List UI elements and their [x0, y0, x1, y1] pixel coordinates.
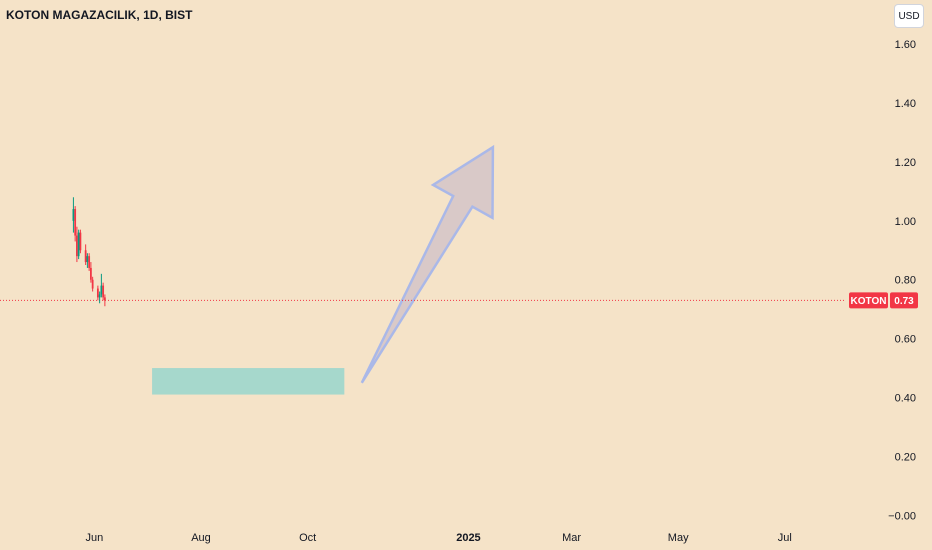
target-arrow[interactable]: [360, 144, 495, 384]
price-tag-value-bg: [890, 292, 918, 309]
candle-body: [76, 235, 78, 257]
y-tick-label: 1.60: [895, 39, 916, 51]
x-tick-label: 2025: [456, 532, 480, 544]
candle-body: [102, 285, 105, 298]
y-tick-label: 1.40: [895, 98, 916, 110]
y-tick-label: 0.80: [895, 275, 916, 287]
candle-body: [86, 256, 89, 263]
chart-title: KOTON MAGAZACILIK, 1D, BIST: [6, 8, 193, 22]
candle-body: [74, 209, 77, 236]
candle-body: [98, 294, 101, 298]
y-tick-label: −0.00: [888, 510, 916, 522]
candle-body: [72, 209, 75, 221]
candle-body: [91, 279, 94, 289]
candle-body: [103, 297, 106, 301]
zone-box-rect[interactable]: [152, 368, 345, 395]
candle-body: [84, 250, 87, 263]
price-tag-value: 0.73: [894, 296, 914, 307]
candle-body: [89, 267, 92, 280]
y-tick-label: 0.20: [895, 451, 916, 463]
y-tick-label: 1.20: [895, 157, 916, 169]
x-tick-label: Oct: [299, 532, 316, 544]
x-axis[interactable]: Jun Aug Oct 2025 Mar May Jul: [86, 532, 792, 544]
x-tick-label: Jul: [778, 532, 792, 544]
candle-body: [88, 256, 91, 268]
y-tick-label: 0.40: [895, 393, 916, 405]
candle-body: [77, 232, 80, 257]
candles: [72, 197, 106, 307]
x-tick-label: Jun: [86, 532, 104, 544]
price-tag: KOTON 0.73: [849, 292, 918, 309]
candle-body: [96, 288, 99, 298]
candle-body: [100, 285, 103, 295]
x-tick-label: May: [668, 532, 689, 544]
price-tag-symbol: KOTON: [851, 296, 887, 307]
zone-box[interactable]: [152, 368, 345, 395]
y-axis[interactable]: 1.60 1.40 1.20 1.00 0.80 0.60 0.40 0.20 −0.00: [888, 39, 916, 522]
price-tag-symbol-bg: [849, 292, 888, 309]
candle-body: [79, 232, 82, 251]
currency-button[interactable]: USD: [894, 4, 924, 28]
y-tick-label: 0.60: [895, 334, 916, 346]
x-tick-label: Aug: [191, 532, 211, 544]
target-arrow-shape[interactable]: [360, 144, 495, 384]
x-tick-label: Mar: [562, 532, 581, 544]
y-tick-label: 1.00: [895, 216, 916, 228]
